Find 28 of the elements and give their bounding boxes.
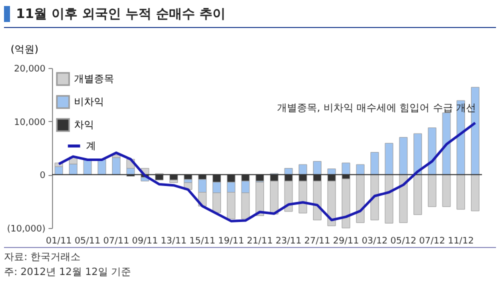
y-tick-label: 10,000 — [14, 118, 46, 128]
x-tick-label: 01/11 — [46, 236, 72, 246]
legend-label: 비차익 — [74, 97, 104, 108]
annotation: 개별종목, 비차익 매수세에 힘입어 수급 개선 — [277, 103, 476, 114]
legend-label: 계 — [86, 141, 96, 152]
x-tick-label: 05/11 — [74, 236, 101, 246]
y-tick-label: (10,000) — [6, 224, 46, 234]
legend-label: 개별종목 — [74, 74, 114, 85]
y-tick-label: 20,000 — [14, 64, 46, 74]
legend-label: 차익 — [74, 120, 94, 131]
x-tick-label: 13/11 — [160, 236, 187, 246]
x-tick-label: 29/11 — [332, 236, 359, 246]
x-tick-label: 27/11 — [304, 236, 330, 246]
x-tick-label: 07/11 — [103, 236, 130, 246]
y-tick-label: 0 — [40, 171, 46, 182]
x-tick-label: 15/11 — [189, 236, 216, 246]
text: 자료: 한국거래소 — [4, 251, 82, 265]
text: 주: 2012년 12월 12일 기준 — [4, 266, 132, 280]
x-tick-label: 11/12 — [448, 236, 474, 246]
x-tick-label: 07/12 — [419, 236, 446, 246]
x-tick-label: 05/12 — [390, 236, 416, 246]
x-tick-label: 03/12 — [362, 236, 388, 246]
chart-title: 11월 이후 외국인 누적 순매수 추이 — [16, 6, 226, 23]
x-tick-label: 19/11 — [218, 236, 244, 246]
x-tick-label: 21/11 — [246, 236, 273, 246]
x-tick-label: 23/11 — [276, 236, 302, 246]
x-tick-label: 09/11 — [132, 236, 158, 246]
y-axis-title: (억원) — [10, 44, 38, 56]
